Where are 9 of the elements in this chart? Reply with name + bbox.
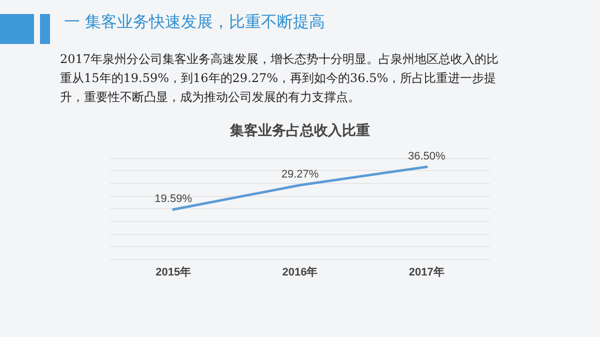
text: 一 集客业务快速发展，比重不断提高 [64, 12, 326, 33]
x-tick-label: 2015年 [156, 266, 192, 278]
data-label: 19.59% [154, 193, 192, 206]
x-tick-label: 2017年 [408, 266, 444, 278]
chart-title: 集客业务占总收入比重 [229, 122, 370, 138]
x-tick-label: 2016年 [282, 266, 318, 278]
data-label: 29.27% [281, 168, 319, 181]
data-label: 36.50% [408, 150, 446, 162]
chart-subtitle: 2017年泉州分公司集客业务高速发展，增长态势十分明显。占泉州地区总收入的比重从15年的19.59%，到16年的29.27%，再到如今的36.5%，所占比重进一步提升，重要性不断凸显，成为推动公司发展的有力支撑点。 [60, 51, 500, 106]
